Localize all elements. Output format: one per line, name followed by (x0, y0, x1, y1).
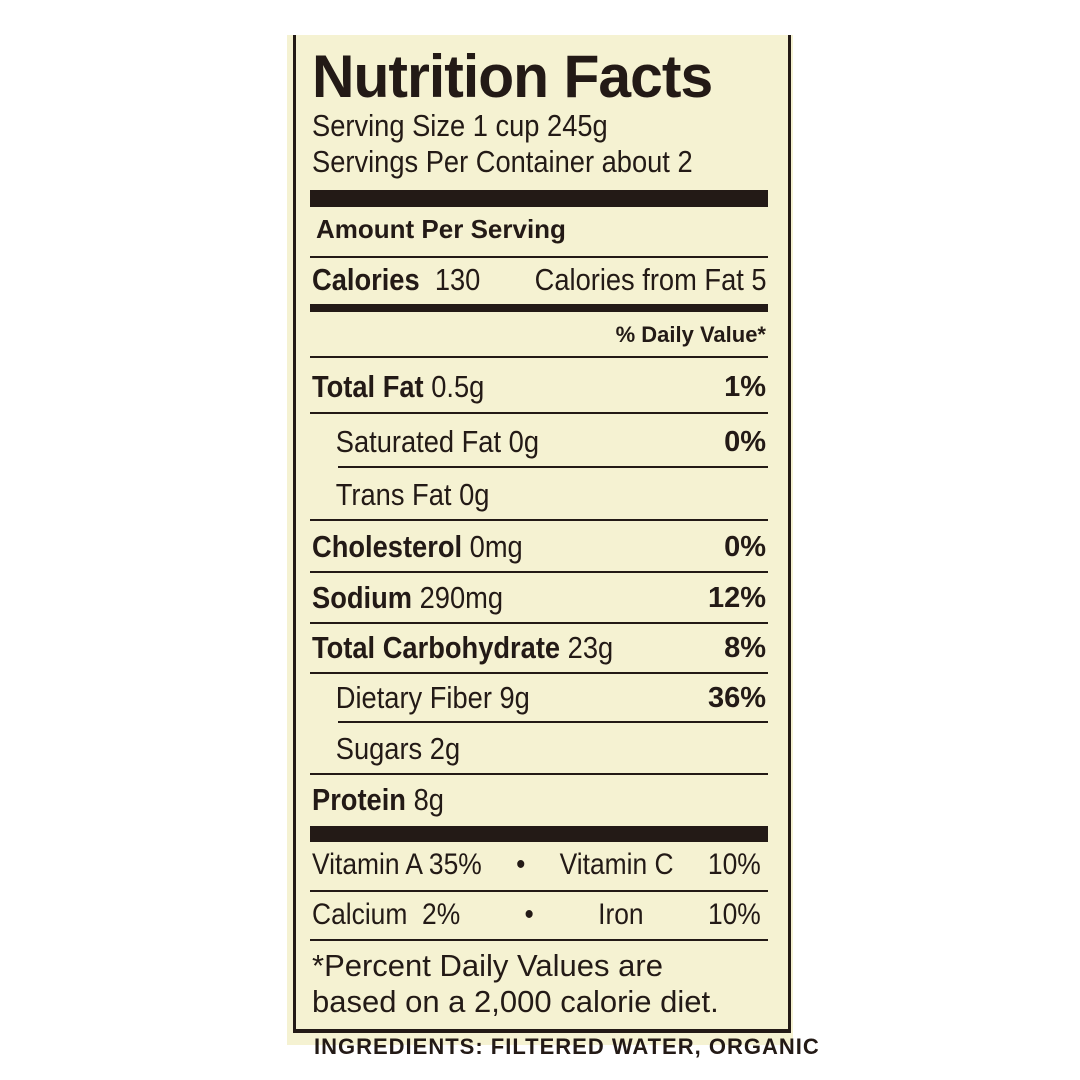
nutrient-label: Saturated Fat (335, 424, 502, 459)
vitamin-c-value: 10% (707, 848, 761, 881)
label-border (293, 35, 791, 1033)
iron: Iron (598, 898, 644, 931)
daily-value-header: % Daily Value* (615, 322, 766, 347)
iron-value: 10% (707, 898, 761, 931)
calories-from-fat: Calories from Fat 5 (534, 262, 767, 297)
calories-row: Calories 130 Calories from Fat 5 (312, 262, 767, 298)
divider (310, 890, 768, 892)
divider (338, 721, 768, 723)
nutrient-row: Sodium 290mg 12% (312, 580, 766, 616)
divider (338, 466, 768, 468)
ingredients-text: INGREDIENTS: FILTERED WATER, ORGANIC (314, 1034, 820, 1059)
nutrient-row: Sugars 2g (312, 731, 766, 767)
nutrient-label: Dietary Fiber (335, 680, 492, 715)
divider (310, 773, 768, 775)
vitamin-c: Vitamin C (559, 848, 674, 881)
nutrient-daily-value: 0% (724, 425, 766, 458)
divider (310, 412, 768, 414)
medium-divider (310, 304, 768, 312)
calcium: Calcium 2% (312, 898, 461, 931)
nutrient-daily-value: 1% (724, 370, 766, 403)
bullet: • (516, 848, 526, 881)
nutrient-row: Dietary Fiber 9g 36% (312, 680, 766, 716)
nutrient-amount: 2g (429, 731, 461, 766)
divider (310, 939, 768, 941)
divider (310, 571, 768, 573)
label-title: Nutrition Facts (312, 43, 713, 110)
amount-per-serving: Amount Per Serving (316, 214, 566, 244)
calories-value: 130 (434, 262, 481, 297)
divider (310, 672, 768, 674)
nutrient-amount: 23g (567, 630, 614, 665)
nutrient-daily-value: 12% (707, 581, 766, 614)
nutrient-row: Saturated Fat 0g 0% (312, 424, 766, 460)
nutrient-label: Total Fat (312, 369, 424, 404)
nutrient-label: Sugars (335, 731, 423, 766)
nutrient-row: Total Carbohydrate 23g 8% (312, 630, 766, 666)
nutrient-amount: 8g (413, 782, 444, 817)
calories-label: Calories (312, 262, 420, 297)
vitamin-row-1: Vitamin A 35% • Vitamin C 10% (312, 848, 761, 882)
serving-size: Serving Size 1 cup 245g (312, 108, 608, 143)
divider (310, 622, 768, 624)
nutrient-amount: 0.5g (431, 369, 485, 404)
thick-divider (310, 826, 768, 842)
nutrient-row: Trans Fat 0g (312, 477, 766, 513)
divider (310, 519, 768, 521)
nutrient-daily-value: 8% (724, 631, 766, 664)
nutrient-label: Protein (312, 782, 406, 817)
nutrient-amount: 0mg (469, 529, 523, 564)
nutrient-amount: 0g (459, 477, 490, 512)
nutrient-daily-value: 36% (707, 681, 766, 714)
nutrient-label: Cholesterol (312, 529, 463, 564)
divider (310, 256, 768, 258)
nutrient-amount: 0g (508, 424, 539, 459)
vitamin-row-2: Calcium 2% • Iron 10% (312, 898, 761, 932)
daily-value-header-row: % Daily Value* (312, 322, 766, 348)
vitamin-a: Vitamin A 35% (312, 848, 482, 881)
nutrient-label: Sodium (312, 580, 413, 615)
footnote-line-2: based on a 2,000 calorie diet. (312, 984, 719, 1019)
nutrient-amount: 290mg (419, 580, 504, 615)
nutrient-daily-value: 0% (724, 530, 766, 563)
thick-divider (310, 190, 768, 207)
divider (310, 356, 768, 358)
nutrient-label: Trans Fat (335, 477, 452, 512)
servings-per-container: Servings Per Container about 2 (312, 144, 693, 179)
nutrient-row: Total Fat 0.5g 1% (312, 369, 766, 405)
nutrient-amount: 9g (499, 680, 530, 715)
bullet: • (524, 898, 534, 931)
nutrient-label: Total Carbohydrate (312, 630, 561, 665)
nutrient-row: Protein 8g (312, 782, 766, 818)
nutrient-row: Cholesterol 0mg 0% (312, 529, 766, 565)
footnote-line-1: *Percent Daily Values are (312, 948, 663, 983)
